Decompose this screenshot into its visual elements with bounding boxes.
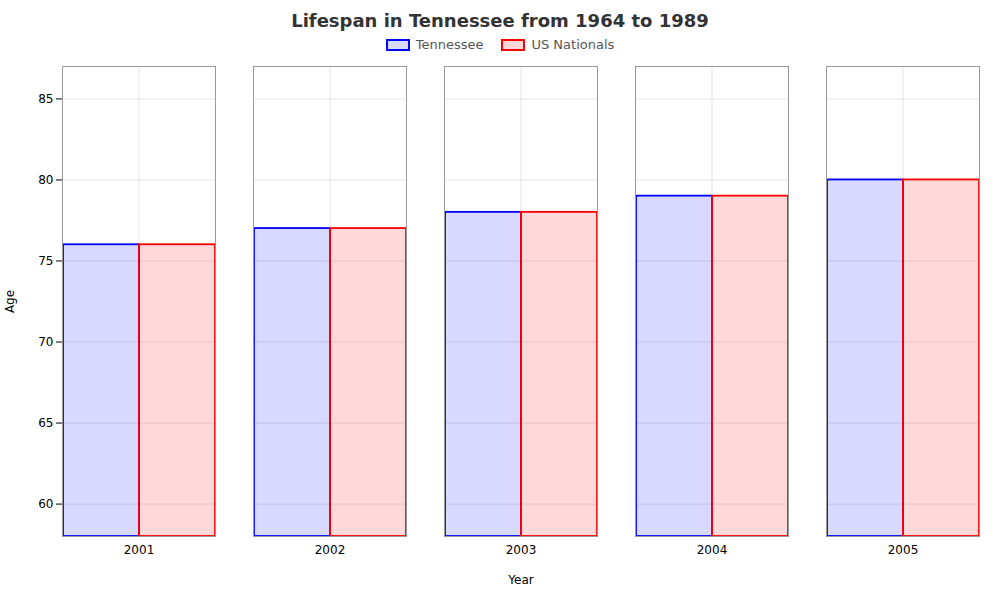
svg-text:2004: 2004 bbox=[697, 543, 728, 557]
html-text:US Nationals: US Nationals bbox=[531, 37, 615, 52]
svg-text:Age: Age bbox=[3, 290, 17, 313]
svg-text:85: 85 bbox=[38, 92, 53, 106]
svg-text:Year: Year bbox=[507, 573, 533, 587]
svg-text:80: 80 bbox=[38, 173, 53, 187]
svg-text:60: 60 bbox=[38, 497, 53, 511]
svg-text:2005: 2005 bbox=[888, 543, 919, 557]
svg-text:65: 65 bbox=[38, 416, 53, 430]
html-text:Tennessee: Tennessee bbox=[415, 37, 484, 52]
svg-text:2002: 2002 bbox=[315, 543, 346, 557]
svg-text:2001: 2001 bbox=[124, 543, 155, 557]
svg-text:75: 75 bbox=[38, 254, 53, 268]
html-text:Lifespan in Tennessee from 196: Lifespan in Tennessee from 1964 to 1989 bbox=[291, 10, 709, 31]
svg-text:70: 70 bbox=[38, 335, 53, 349]
svg-text:2003: 2003 bbox=[506, 543, 537, 557]
